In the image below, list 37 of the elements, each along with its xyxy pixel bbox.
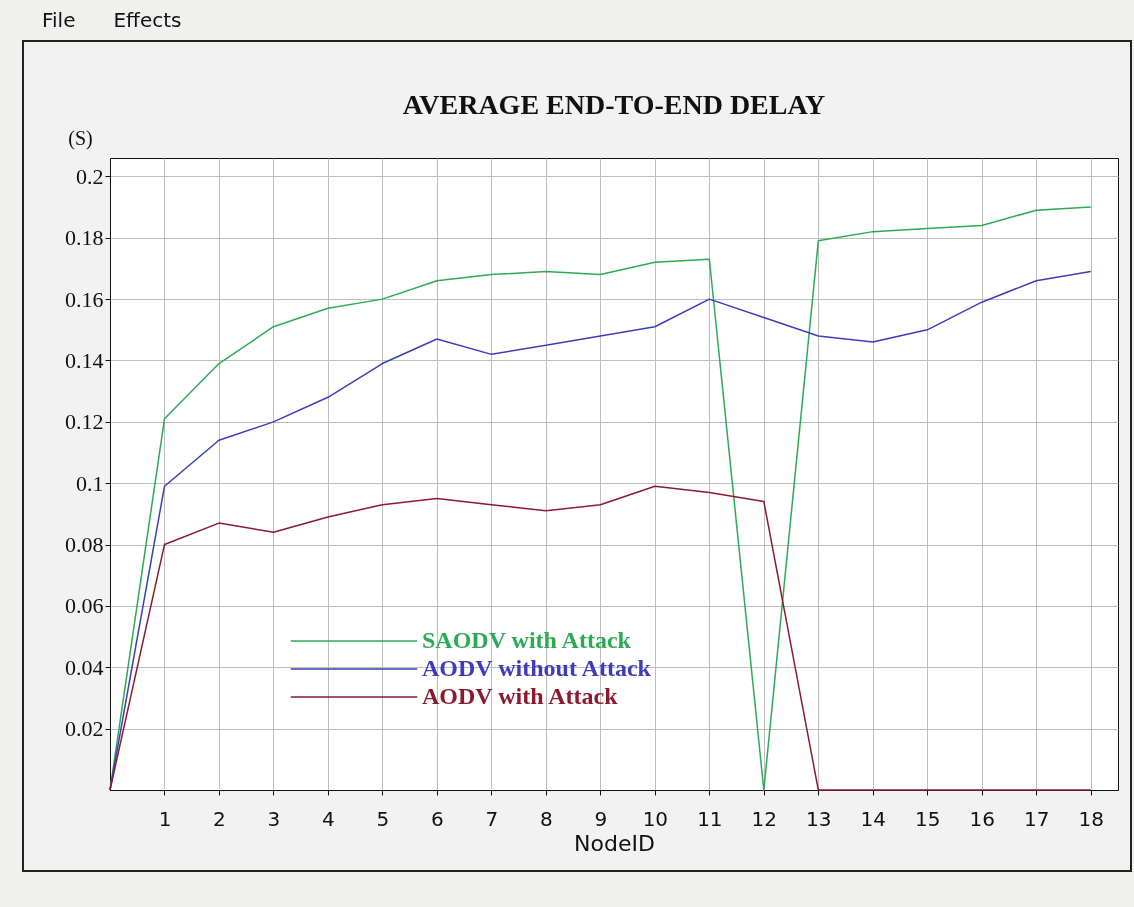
y-tick-label: 0.12: [65, 409, 104, 435]
x-tick-label: 7: [485, 806, 499, 831]
x-tick-label: 5: [376, 806, 390, 831]
x-tick-label: 15: [915, 806, 941, 831]
x-tick-label: 1: [158, 806, 172, 831]
x-tick-label: 9: [594, 806, 608, 831]
line-series: [109, 485, 1092, 791]
text: Effects: [113, 8, 182, 32]
x-tick-label: 3: [267, 806, 281, 831]
y-tick-label: 0.08: [65, 532, 104, 558]
x-tick-label: 16: [969, 806, 996, 831]
y-tick-label: 0.16: [65, 286, 104, 312]
x-tick-label: 10: [642, 806, 669, 831]
x-axis-title: NodeID: [574, 830, 655, 856]
y-axis-title: (S): [68, 126, 93, 150]
chart-title: AVERAGE END-TO-END DELAY: [402, 89, 826, 120]
x-tick-label: 14: [860, 806, 887, 831]
text: SAODV with Attack: [422, 627, 632, 653]
x-tick-label: 2: [213, 806, 226, 831]
y-tick-label: 0.04: [65, 654, 104, 680]
y-tick-label: 0.1: [76, 470, 104, 496]
x-tick-label: 13: [806, 806, 832, 831]
x-tick-label: 4: [322, 806, 335, 831]
y-tick-label: 0.2: [76, 163, 104, 189]
text: File: [42, 8, 76, 32]
text: AODV with Attack: [422, 683, 619, 709]
x-tick-label: 8: [540, 806, 553, 831]
x-tick-label: 12: [751, 806, 778, 831]
text: AODV without Attack: [422, 655, 652, 681]
x-tick-label: 17: [1024, 806, 1050, 831]
x-tick-label: 6: [431, 806, 444, 831]
x-tick-label: 18: [1078, 806, 1104, 831]
y-tick-label: 0.14: [65, 347, 104, 373]
x-tick-label: 11: [697, 806, 723, 831]
y-tick-label: 0.18: [65, 225, 104, 251]
y-tick-label: 0.06: [65, 593, 104, 619]
y-tick-label: 0.02: [65, 716, 104, 742]
